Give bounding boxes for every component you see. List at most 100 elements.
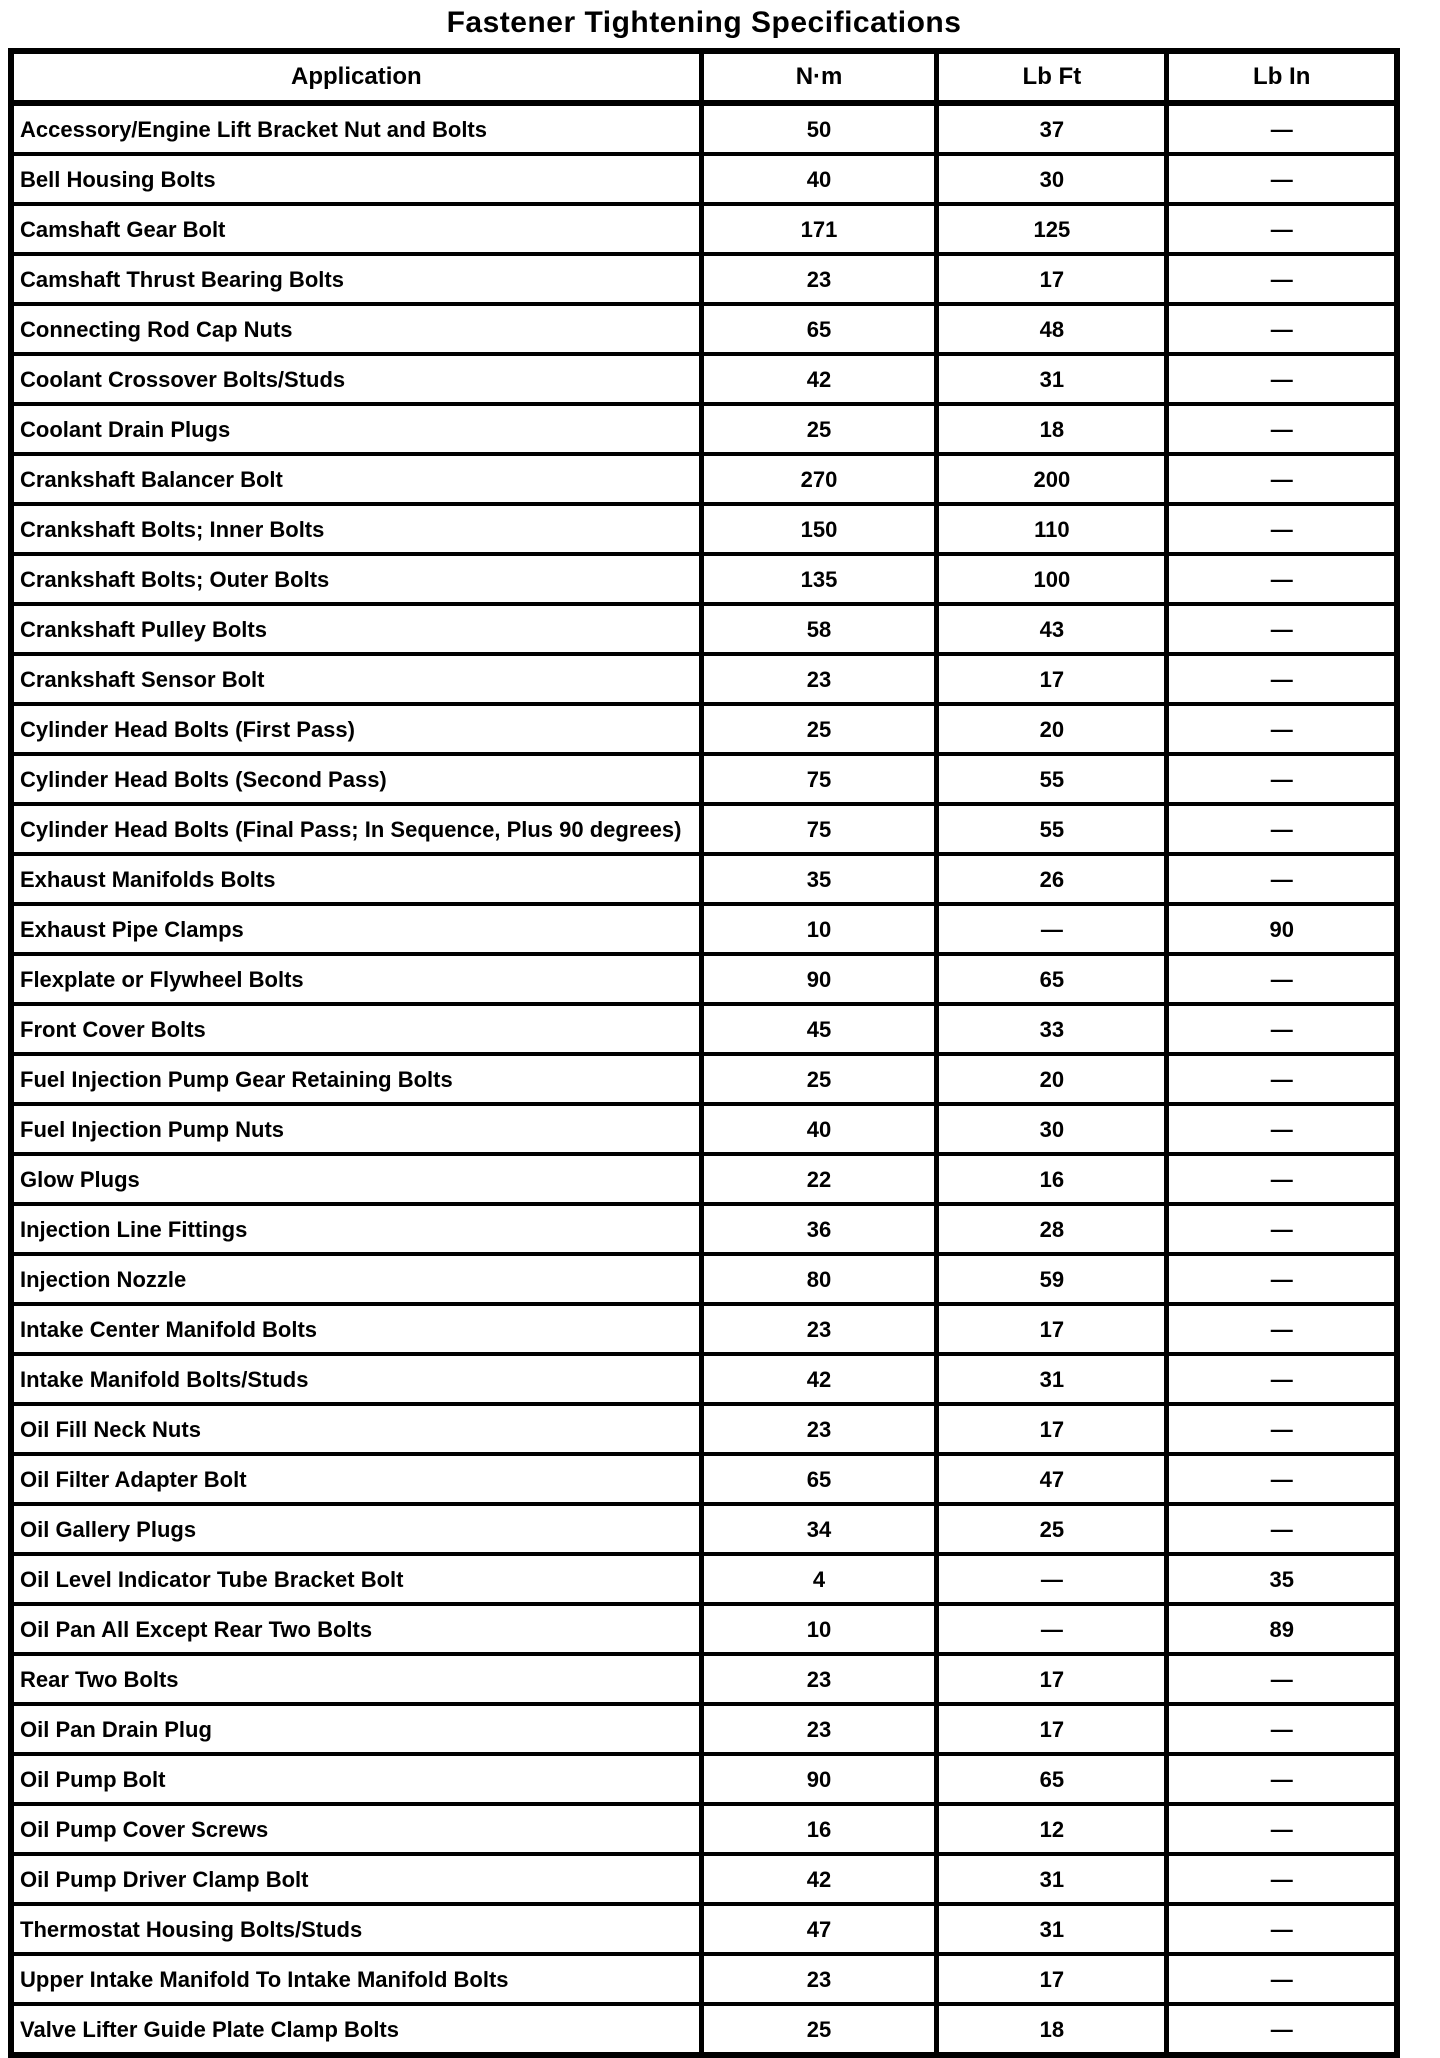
application-cell: Crankshaft Bolts; Outer Bolts bbox=[8, 552, 704, 606]
nm-value-cell: 42 bbox=[698, 352, 940, 406]
lb-ft-value-cell: 18 bbox=[934, 402, 1170, 456]
col-header-nm: N·m bbox=[698, 49, 940, 106]
lb-in-value-cell: — bbox=[1164, 1502, 1400, 1556]
lb-ft-value-cell: — bbox=[934, 1552, 1170, 1606]
header-row: Application N·m Lb Ft Lb In bbox=[8, 49, 1400, 106]
application-cell: Cylinder Head Bolts (Second Pass) bbox=[8, 752, 704, 806]
table-row: Oil Pan All Except Rear Two Bolts 10—89 bbox=[8, 1602, 1400, 1656]
table-row: Injection Nozzle 80 59— bbox=[8, 1252, 1400, 1306]
table-row: Coolant Crossover Bolts/Studs 42 31— bbox=[8, 352, 1400, 406]
lb-ft-value-cell: 43 bbox=[934, 602, 1170, 656]
application-cell: Oil Level Indicator Tube Bracket Bolt bbox=[8, 1552, 704, 1606]
application-cell: Valve Lifter Guide Plate Clamp Bolts bbox=[8, 2002, 704, 2057]
application-cell: Oil Pump Driver Clamp Bolt bbox=[8, 1852, 704, 1906]
table-row: Camshaft Gear Bolt 171 125— bbox=[8, 202, 1400, 256]
nm-value-cell: 4 bbox=[698, 1552, 940, 1606]
application-cell: Coolant Drain Plugs bbox=[8, 402, 704, 456]
lb-in-value-cell: — bbox=[1164, 352, 1400, 406]
application-cell: Crankshaft Balancer Bolt bbox=[8, 452, 704, 506]
nm-value-cell: 34 bbox=[698, 1502, 940, 1556]
application-cell: Fuel Injection Pump Nuts bbox=[8, 1102, 704, 1156]
nm-value-cell: 135 bbox=[698, 552, 940, 606]
table-row: Fuel Injection Pump Nuts 40 30— bbox=[8, 1102, 1400, 1156]
application-cell: Oil Pan Drain Plug bbox=[8, 1702, 704, 1756]
lb-in-value-cell: — bbox=[1164, 1702, 1400, 1756]
lb-in-value-cell: — bbox=[1164, 1802, 1400, 1856]
lb-in-value-cell: — bbox=[1164, 152, 1400, 206]
lb-in-value-cell: — bbox=[1164, 852, 1400, 906]
table-row: Connecting Rod Cap Nuts 65 48— bbox=[8, 302, 1400, 356]
table-row: Injection Line Fittings 36 28— bbox=[8, 1202, 1400, 1256]
lb-ft-value-cell: 33 bbox=[934, 1002, 1170, 1056]
lb-ft-value-cell: 31 bbox=[934, 1352, 1170, 1406]
table-row: Rear Two Bolts 23 17— bbox=[8, 1652, 1400, 1706]
lb-ft-value-cell: 31 bbox=[934, 1902, 1170, 1956]
application-cell: Oil Gallery Plugs bbox=[8, 1502, 704, 1556]
table-row: Cylinder Head Bolts (Final Pass; In Sequ… bbox=[8, 802, 1400, 856]
lb-in-value-cell: — bbox=[1164, 1652, 1400, 1706]
lb-ft-value-cell: 25 bbox=[934, 1502, 1170, 1556]
table-row: Crankshaft Pulley Bolts 58 43— bbox=[8, 602, 1400, 656]
lb-in-value-cell: 89 bbox=[1164, 1602, 1400, 1656]
nm-value-cell: 40 bbox=[698, 1102, 940, 1156]
table-row: Oil Pump Bolt 90 65— bbox=[8, 1752, 1400, 1806]
nm-value-cell: 90 bbox=[698, 952, 940, 1006]
nm-value-cell: 270 bbox=[698, 452, 940, 506]
lb-ft-value-cell: 125 bbox=[934, 202, 1170, 256]
table-row: Crankshaft Bolts; Outer Bolts 135 100— bbox=[8, 552, 1400, 606]
lb-ft-value-cell: — bbox=[934, 902, 1170, 956]
nm-value-cell: 50 bbox=[698, 101, 940, 156]
application-cell: Exhaust Manifolds Bolts bbox=[8, 852, 704, 906]
table-row: Oil Pump Cover Screws 16 12— bbox=[8, 1802, 1400, 1856]
lb-in-value-cell: — bbox=[1164, 452, 1400, 506]
table-row: Front Cover Bolts 45 33— bbox=[8, 1002, 1400, 1056]
nm-value-cell: 80 bbox=[698, 1252, 940, 1306]
nm-value-cell: 10 bbox=[698, 1602, 940, 1656]
nm-value-cell: 171 bbox=[698, 202, 940, 256]
application-cell: Rear Two Bolts bbox=[8, 1652, 704, 1706]
lb-ft-value-cell: 17 bbox=[934, 1652, 1170, 1706]
nm-value-cell: 65 bbox=[698, 302, 940, 356]
table-row: Intake Manifold Bolts/Studs 42 31— bbox=[8, 1352, 1400, 1406]
table-row: Oil Pan Drain Plug 23 17— bbox=[8, 1702, 1400, 1756]
application-cell: Glow Plugs bbox=[8, 1152, 704, 1206]
lb-ft-value-cell: 30 bbox=[934, 152, 1170, 206]
table-row: Intake Center Manifold Bolts 23 17— bbox=[8, 1302, 1400, 1356]
lb-in-value-cell: — bbox=[1164, 2002, 1400, 2057]
table-row: Coolant Drain Plugs 25 18— bbox=[8, 402, 1400, 456]
lb-in-value-cell: — bbox=[1164, 1902, 1400, 1956]
nm-value-cell: 45 bbox=[698, 1002, 940, 1056]
lb-ft-value-cell: 37 bbox=[934, 101, 1170, 156]
nm-value-cell: 23 bbox=[698, 1702, 940, 1756]
lb-in-value-cell: 35 bbox=[1164, 1552, 1400, 1606]
lb-in-value-cell: — bbox=[1164, 1452, 1400, 1506]
nm-value-cell: 150 bbox=[698, 502, 940, 556]
application-cell: Connecting Rod Cap Nuts bbox=[8, 302, 704, 356]
table-row: Crankshaft Bolts; Inner Bolts 150 110— bbox=[8, 502, 1400, 556]
lb-ft-value-cell: 55 bbox=[934, 752, 1170, 806]
application-cell: Cylinder Head Bolts (Final Pass; In Sequ… bbox=[8, 802, 704, 856]
nm-value-cell: 23 bbox=[698, 252, 940, 306]
table-row: Oil Gallery Plugs 34 25— bbox=[8, 1502, 1400, 1556]
lb-in-value-cell: — bbox=[1164, 602, 1400, 656]
lb-ft-value-cell: 100 bbox=[934, 552, 1170, 606]
table-row: Camshaft Thrust Bearing Bolts 23 17— bbox=[8, 252, 1400, 306]
table-row: Bell Housing Bolts 40 30— bbox=[8, 152, 1400, 206]
table-row: Cylinder Head Bolts (First Pass) 25 20— bbox=[8, 702, 1400, 756]
table-row: Glow Plugs 22 16— bbox=[8, 1152, 1400, 1206]
table-row: Oil Fill Neck Nuts 23 17— bbox=[8, 1402, 1400, 1456]
lb-ft-value-cell: 65 bbox=[934, 1752, 1170, 1806]
table-row: Upper Intake Manifold To Intake Manifold… bbox=[8, 1952, 1400, 2006]
lb-in-value-cell: — bbox=[1164, 1752, 1400, 1806]
lb-ft-value-cell: 17 bbox=[934, 652, 1170, 706]
application-cell: Intake Center Manifold Bolts bbox=[8, 1302, 704, 1356]
application-cell: Oil Pump Bolt bbox=[8, 1752, 704, 1806]
nm-value-cell: 90 bbox=[698, 1752, 940, 1806]
table-row: Oil Level Indicator Tube Bracket Bolt 4—3… bbox=[8, 1552, 1400, 1606]
nm-value-cell: 23 bbox=[698, 1402, 940, 1456]
application-cell: Thermostat Housing Bolts/Studs bbox=[8, 1902, 704, 1956]
lb-in-value-cell: — bbox=[1164, 1202, 1400, 1256]
lb-ft-value-cell: 17 bbox=[934, 1402, 1170, 1456]
lb-ft-value-cell: 17 bbox=[934, 1952, 1170, 2006]
lb-in-value-cell: — bbox=[1164, 1302, 1400, 1356]
